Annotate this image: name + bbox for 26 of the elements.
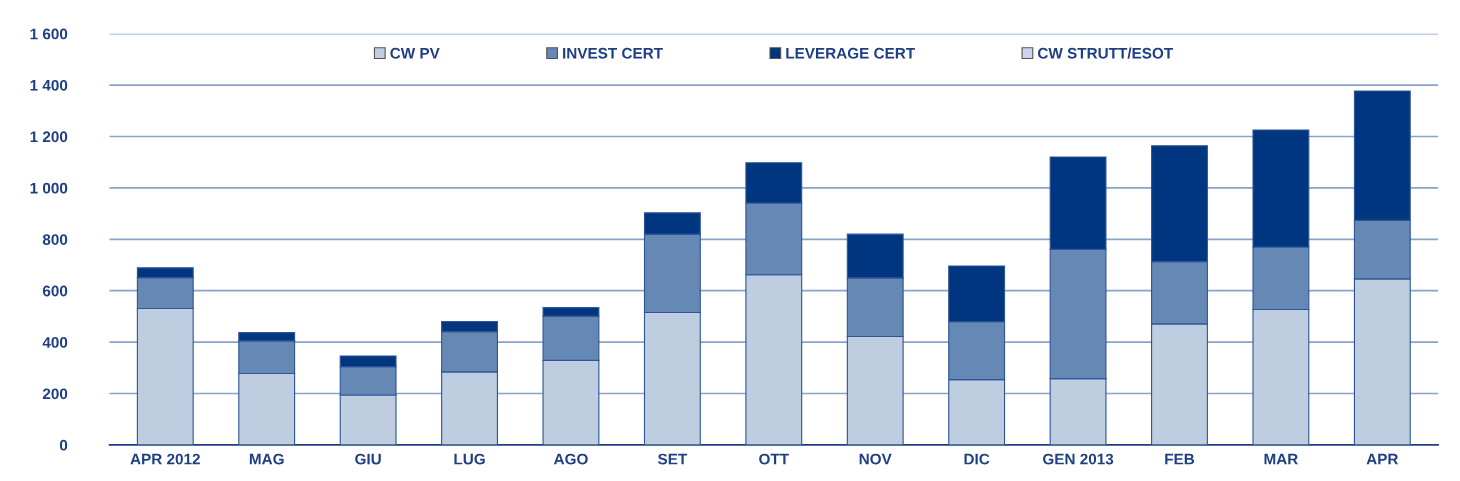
x-tick-label: MAR	[1264, 453, 1298, 465]
x-tick-label: SET	[657, 453, 688, 465]
legend-label: LEVERAGE CERT	[786, 47, 915, 59]
x-tick-label: GEN 2013	[1043, 453, 1114, 465]
x-tick-label: DIC	[964, 453, 990, 465]
y-tick-label: 600	[42, 285, 68, 297]
legend-label: CW PV	[390, 47, 440, 59]
x-tick-label: OTT	[759, 453, 789, 465]
x-tick-label: GIU	[355, 453, 381, 465]
legend-label: INVEST CERT	[563, 47, 663, 59]
y-tick-label: 1 600	[30, 28, 68, 40]
x-tick-label: LUG	[454, 453, 485, 465]
x-tick-label: APR	[1366, 453, 1399, 465]
y-tick-label: 1 200	[30, 131, 68, 143]
y-tick-label: 1 400	[30, 79, 68, 91]
y-tick-label: 1 000	[30, 182, 68, 194]
x-tick-label: NOV	[859, 453, 892, 465]
x-tick-label: AGO	[553, 453, 588, 465]
x-tick-label: APR 2012	[130, 453, 200, 465]
x-tick-label: MAG	[249, 453, 284, 465]
y-tick-label: 400	[42, 336, 68, 348]
y-tick-label: 800	[42, 234, 68, 245]
legend-label: CW STRUTT/ESOT	[1037, 47, 1173, 59]
y-tick-label: 0	[59, 439, 68, 451]
y-tick-label: 200	[42, 388, 68, 400]
x-tick-label: FEB	[1165, 453, 1195, 465]
